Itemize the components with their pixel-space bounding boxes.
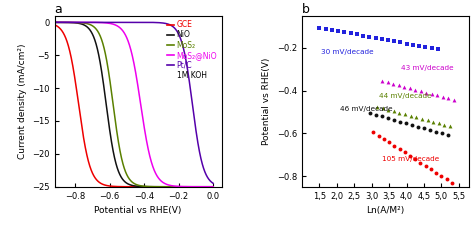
Y-axis label: Current density (mA/cm²): Current density (mA/cm²) [18,43,27,159]
Text: 46 mV/decade: 46 mV/decade [340,106,393,112]
Text: 43 mV/decade: 43 mV/decade [401,65,454,71]
Legend: GCE, NiO, MoS₂, MoS₂@NiO, Pt/C, 1M KOH: GCE, NiO, MoS₂, MoS₂@NiO, Pt/C, 1M KOH [166,20,218,81]
Text: 44 mV/decade: 44 mV/decade [379,93,431,99]
Text: 30 mV/decade: 30 mV/decade [321,49,374,55]
X-axis label: Potential vs RHE(V): Potential vs RHE(V) [94,206,182,215]
Text: b: b [302,3,310,16]
Text: 105 mV/decade: 105 mV/decade [382,156,439,162]
Text: a: a [55,3,62,16]
X-axis label: Ln(A/M²): Ln(A/M²) [366,206,405,215]
Y-axis label: Potential vs RHE(V): Potential vs RHE(V) [262,58,271,145]
